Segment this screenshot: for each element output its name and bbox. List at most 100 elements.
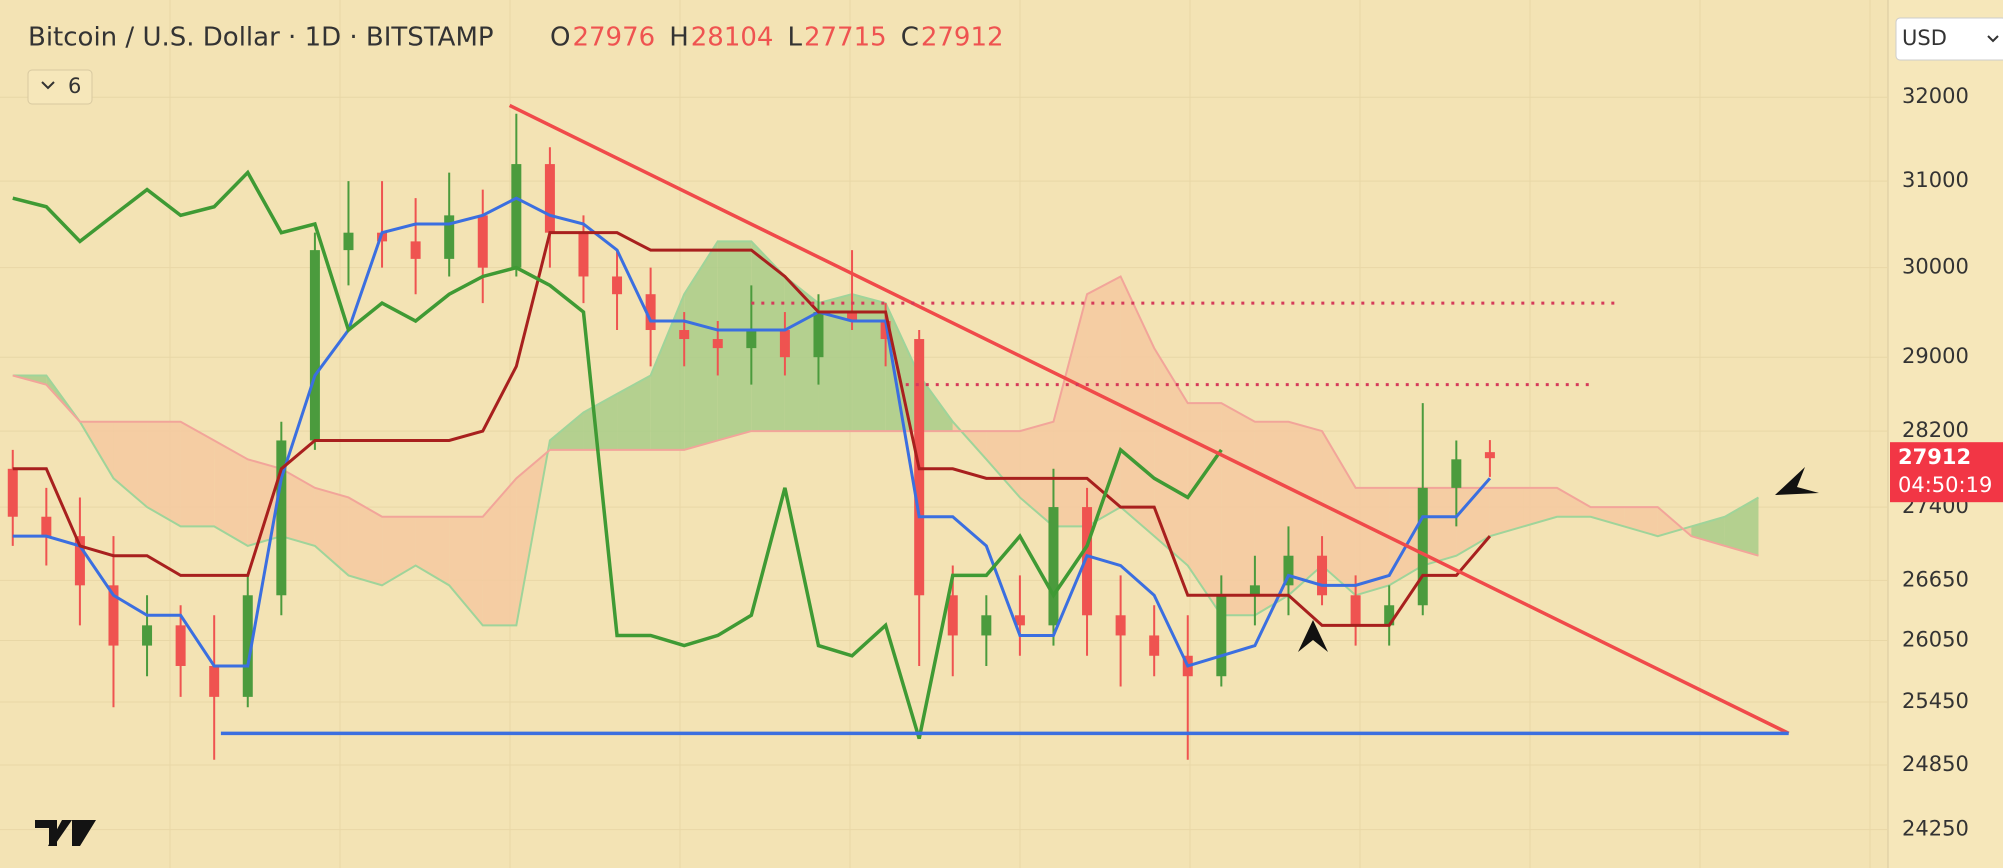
cloud: [1355, 487, 1390, 596]
candle-body: [779, 330, 790, 358]
candle-body: [1082, 507, 1093, 616]
cloud: [684, 241, 718, 450]
cloud: [852, 294, 886, 432]
candle-body: [880, 321, 891, 340]
candle-body: [947, 595, 958, 636]
cloud: [314, 487, 349, 576]
plot-bg: [0, 0, 1888, 868]
y-tick-label: 30000: [1902, 255, 1969, 279]
cloud: [1019, 421, 1054, 527]
candle-body: [108, 585, 119, 646]
cloud: [549, 412, 584, 450]
indicator-count: 6: [68, 74, 81, 98]
cloud: [1288, 421, 1323, 596]
cloud: [751, 241, 785, 432]
indicator-line: [12, 169, 1223, 740]
grid: [0, 0, 1888, 868]
cloud: [1422, 487, 1457, 566]
cloud: [1624, 507, 1658, 537]
candle-body: [1249, 585, 1260, 596]
candle-body: [1384, 605, 1395, 626]
candle-body: [511, 164, 522, 268]
cloud: [1456, 487, 1490, 556]
candle-body: [813, 312, 824, 358]
cloud: [1087, 276, 1121, 527]
y-tick-label: 24250: [1902, 817, 1969, 841]
price-label: 27912: [1898, 445, 1971, 469]
cloud: [717, 241, 752, 441]
candle-body: [477, 215, 488, 268]
chevron: [1987, 35, 1999, 43]
arrow-icon: [1298, 620, 1328, 652]
candle-body: [444, 215, 455, 259]
y-tick-label: 26650: [1902, 567, 1969, 591]
y-tick-label: 25450: [1902, 689, 1969, 713]
candle-body: [679, 330, 690, 340]
cloud: [1557, 487, 1591, 517]
countdown: 04:50:19: [1898, 473, 1992, 497]
cloud: [885, 303, 920, 432]
candle-body: [242, 595, 253, 697]
cloud: [1489, 487, 1524, 537]
candle-body: [1216, 595, 1227, 677]
cloud: [1221, 403, 1255, 616]
candle-body: [1014, 615, 1025, 626]
candle-body: [343, 232, 354, 251]
candle-body: [175, 625, 186, 666]
y-tick-label: 31000: [1902, 168, 1969, 192]
candle-body: [410, 241, 421, 259]
candle-body: [1417, 487, 1428, 606]
ohlc-value: 28104: [691, 23, 774, 53]
candle-body: [544, 164, 555, 233]
ohlc-value: 27912: [921, 23, 1004, 53]
currency: USD: [1902, 26, 1947, 50]
candle-body: [74, 536, 85, 586]
candle-body: [1048, 507, 1059, 626]
cloud: [214, 440, 248, 546]
candle-body: [1149, 635, 1160, 656]
candle-body: [276, 440, 287, 596]
candle-body: [746, 330, 757, 349]
cloud: [1154, 348, 1188, 566]
ohlc-label: H: [669, 23, 689, 53]
y-tick-label: 32000: [1902, 84, 1969, 108]
indicator-line: [12, 275, 1759, 557]
indicator-line: [12, 231, 1492, 627]
ohlc: O 27976 H 28104 L 27715 C 27912: [550, 23, 1004, 53]
candle-body: [712, 339, 723, 349]
y-tick-label: 24850: [1902, 752, 1969, 776]
cloud: [415, 516, 450, 586]
candle-body: [142, 625, 153, 646]
cloud: [147, 421, 181, 527]
candle-body: [209, 665, 220, 697]
candle-body: [41, 516, 52, 537]
cloud: [650, 294, 685, 450]
candle-body: [578, 232, 589, 277]
price-axis-bg: [1888, 0, 2003, 868]
cloud: [449, 516, 483, 626]
cloud: [919, 375, 953, 432]
cloud: [1254, 421, 1289, 616]
candle-body: [1115, 615, 1126, 636]
indicator-toggle[interactable]: [27, 69, 93, 105]
cloud: [1590, 507, 1625, 527]
candle-body: [847, 312, 858, 322]
trend-line: [508, 103, 1790, 735]
cloud: [1053, 294, 1088, 527]
y-tick-label: 28200: [1902, 418, 1969, 442]
cloud: [348, 497, 383, 586]
y-tick-label: 29000: [1902, 344, 1969, 368]
indicator-line: [12, 196, 1492, 668]
chart-title: Bitcoin / U.S. Dollar · 1D · BITSTAMP: [28, 23, 494, 53]
cloud: [818, 294, 853, 432]
ohlc-value: 27715: [804, 23, 887, 53]
arrow-icon: [1775, 467, 1819, 495]
logo: [35, 820, 96, 846]
cloud: [617, 375, 651, 450]
currency-select[interactable]: [1895, 17, 2003, 61]
cloud: [281, 468, 315, 546]
cloud: [482, 478, 517, 626]
cloud: [180, 421, 215, 527]
